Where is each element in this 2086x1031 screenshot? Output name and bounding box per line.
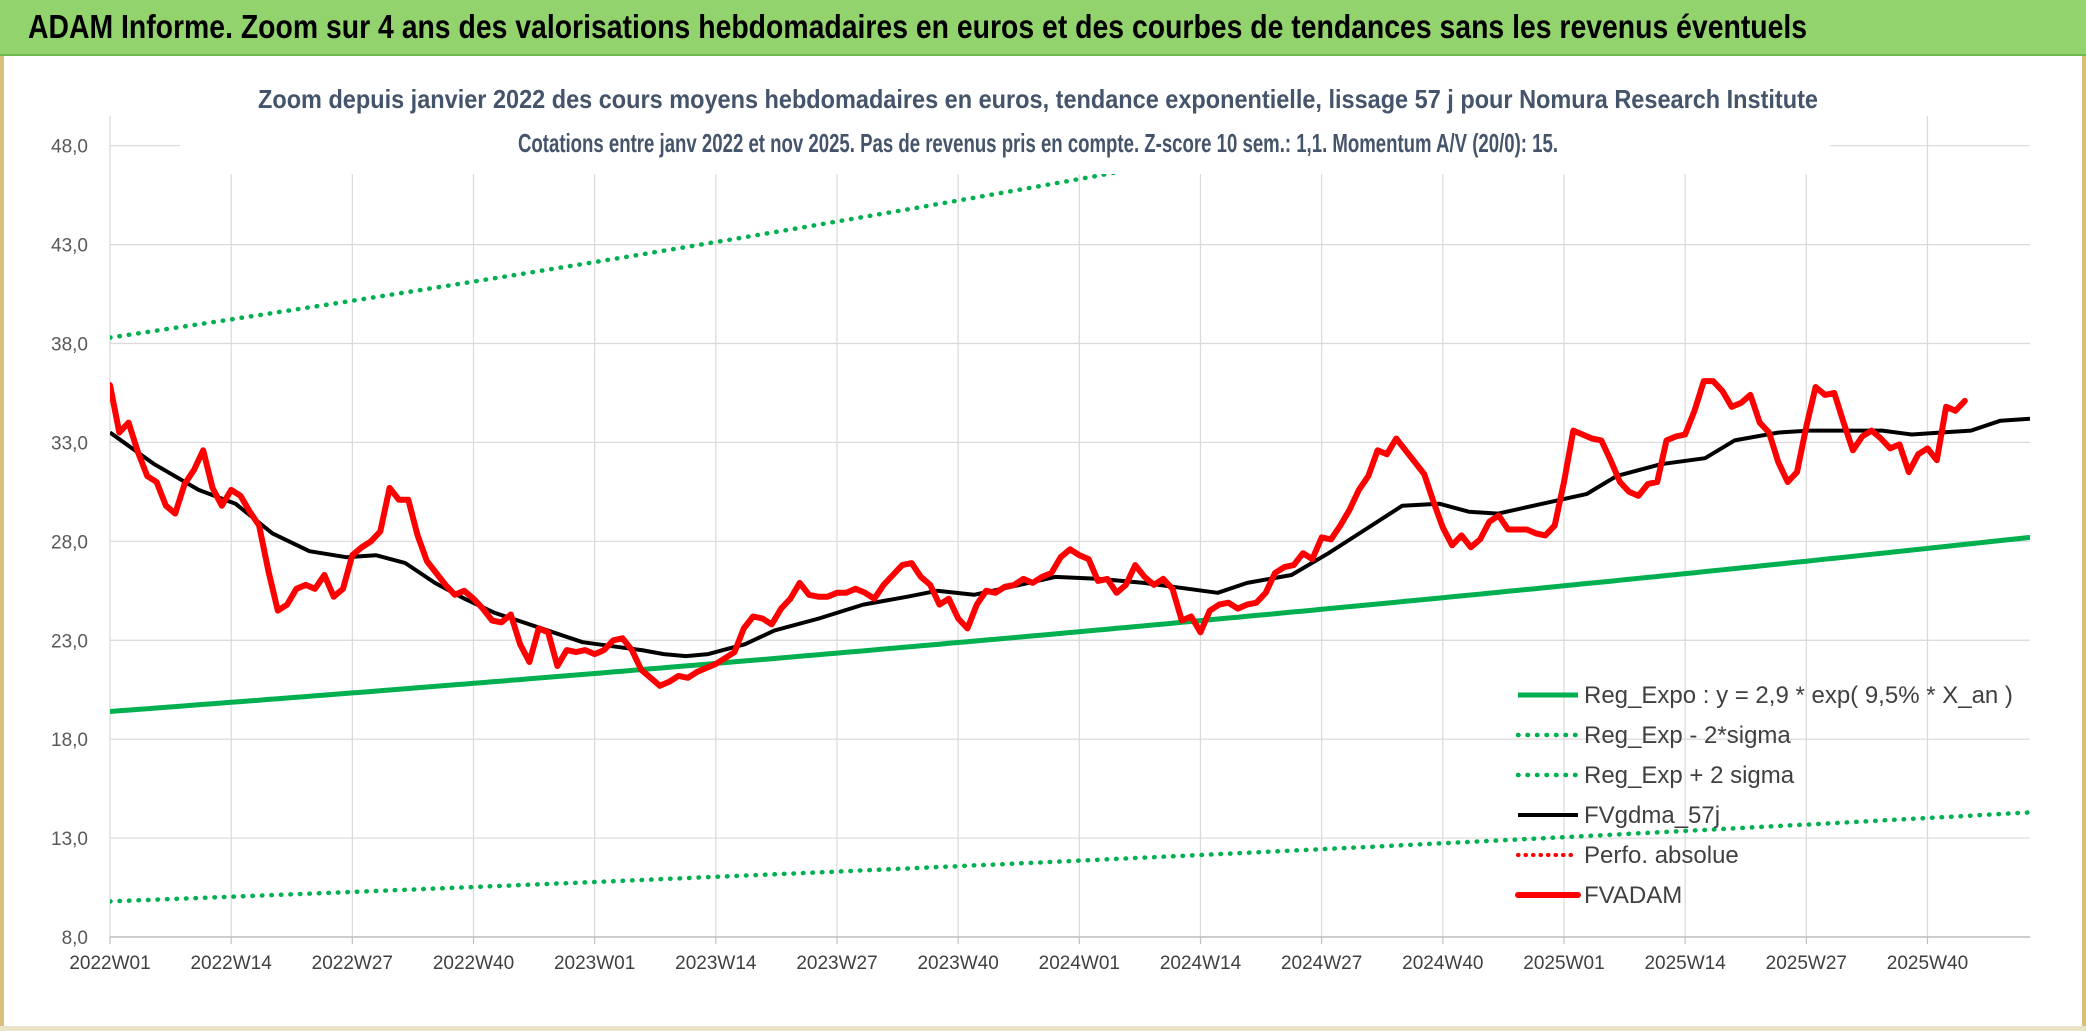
- x-tick-label: 2025W40: [1887, 953, 1968, 974]
- x-tick-label: 2022W01: [69, 953, 150, 974]
- series-reg-expo: [110, 534, 2030, 714]
- y-tick-label: 48,0: [51, 137, 88, 158]
- y-tick-label: 23,0: [51, 631, 88, 652]
- frame-left-border: [0, 56, 4, 1031]
- legend-label: Reg_Exp - 2*sigma: [1584, 722, 1791, 749]
- x-tick-label: 2024W27: [1281, 953, 1362, 974]
- series-reg-minus-2sigma: [110, 810, 2030, 904]
- x-tick-label: 2023W40: [917, 953, 998, 974]
- title-backdrop: [180, 66, 1830, 174]
- legend-label: Perfo. absolue: [1584, 842, 1739, 869]
- x-tick-label: 2024W40: [1402, 953, 1483, 974]
- frame-bottom-border: [0, 1026, 2086, 1031]
- x-tick-label: 2024W01: [1039, 953, 1120, 974]
- legend-label: Reg_Expo : y = 2,9 * exp( 9,5% * X_an ): [1584, 682, 2013, 709]
- y-tick-label: 13,0: [51, 829, 88, 850]
- x-tick-label: 2023W01: [554, 953, 635, 974]
- x-tick-label: 2025W01: [1523, 953, 1604, 974]
- chart: 8,0 13,0 18,0 23,0 28,0 33,0 38,0 43,0 48,0 2022W…: [51, 66, 2030, 974]
- x-tick-label: 2023W27: [796, 953, 877, 974]
- y-tick-label: 38,0: [51, 335, 88, 356]
- chart-subtitle: Cotations entre janv 2022 et nov 2025. P…: [518, 128, 1558, 158]
- legend-label: Reg_Exp + 2 sigma: [1584, 762, 1795, 789]
- y-tick-label: 33,0: [51, 433, 88, 454]
- legend: Reg_Expo : y = 2,9 * exp( 9,5% * X_an ) R…: [1515, 682, 2013, 909]
- x-tick-label: 2022W40: [433, 953, 514, 974]
- series-fvadam: [110, 378, 1968, 689]
- y-tick-label: 28,0: [51, 532, 88, 553]
- y-tick-label: 18,0: [51, 730, 88, 751]
- series-layer: [110, 111, 2030, 904]
- header-bar: ADAM Informe. Zoom sur 4 ans des valoris…: [0, 0, 2086, 56]
- legend-label: FVgdma_57j: [1584, 802, 1720, 829]
- x-tick-label: 2022W14: [190, 953, 272, 974]
- x-tick-label: 2025W27: [1766, 953, 1847, 974]
- axes: 8,0 13,0 18,0 23,0 28,0 33,0 38,0 43,0 48,0 2022W…: [51, 137, 2030, 974]
- page-title: ADAM Informe. Zoom sur 4 ans des valoris…: [28, 8, 1808, 45]
- x-tick-label: 2023W14: [675, 953, 757, 974]
- series-fvgdma-57j: [110, 416, 2030, 659]
- frame-right-border: [2082, 56, 2086, 1031]
- grid: [109, 116, 2030, 938]
- series-reg-plus-2sigma: [110, 111, 1457, 340]
- x-tick-label: 2024W14: [1160, 953, 1242, 974]
- y-tick-label: 43,0: [51, 236, 88, 257]
- x-tick-label: 2022W27: [312, 953, 393, 974]
- chart-title: Zoom depuis janvier 2022 des cours moyen…: [258, 84, 1818, 114]
- legend-label: FVADAM: [1584, 882, 1682, 909]
- x-tick-label: 2025W14: [1644, 953, 1726, 974]
- y-tick-label: 8,0: [62, 928, 88, 949]
